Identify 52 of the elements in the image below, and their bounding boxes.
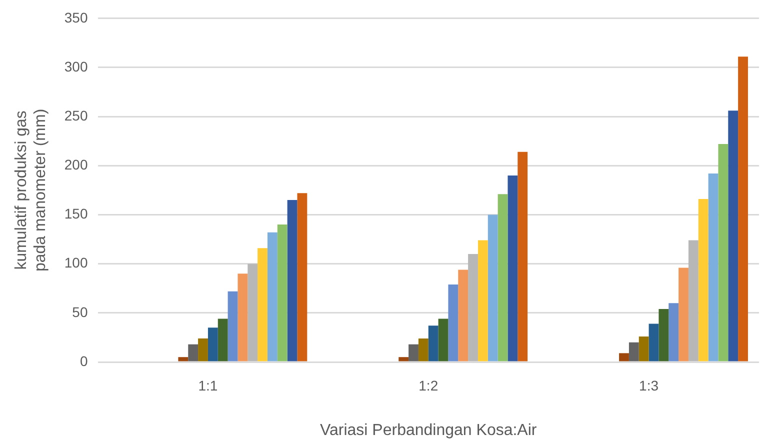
bar — [408, 344, 418, 362]
bar — [448, 284, 458, 362]
bar — [488, 214, 498, 362]
bar — [718, 144, 728, 362]
bar — [658, 308, 669, 362]
bar — [508, 175, 518, 362]
bar — [619, 353, 629, 362]
x-axis-title: Variasi Perbandingan Kosa:Air — [320, 422, 538, 439]
bar — [188, 344, 198, 362]
bar — [698, 199, 708, 362]
x-tick-label: 1:2 — [418, 377, 438, 394]
y-tick-label: 200 — [64, 156, 88, 173]
bar — [178, 357, 188, 362]
x-tick-label: 1:3 — [639, 377, 659, 394]
bar — [728, 110, 738, 362]
y-tick-label: 0 — [80, 352, 88, 369]
bar — [198, 338, 208, 362]
y-tick-label: 150 — [64, 206, 88, 222]
y-tick-label: 50 — [72, 304, 88, 320]
y-tick-label: 350 — [64, 9, 88, 26]
y-axis-title: kumulatif produksi gas pada manometer (mm) — [13, 108, 50, 272]
bar — [218, 318, 228, 362]
bar — [638, 336, 649, 362]
bar — [468, 254, 478, 362]
bar — [628, 342, 639, 362]
bar — [277, 224, 288, 362]
bar — [258, 248, 268, 362]
bar — [297, 193, 308, 362]
bar — [668, 303, 679, 362]
bar — [678, 268, 688, 362]
bar — [648, 324, 659, 362]
bar — [688, 240, 698, 362]
bar — [418, 338, 428, 362]
bar — [287, 200, 298, 362]
bar — [738, 56, 748, 362]
y-tick-label: 100 — [64, 254, 88, 271]
y-tick-label: 300 — [64, 58, 88, 74]
bar — [708, 174, 718, 362]
bar — [228, 291, 238, 362]
bar — [248, 264, 258, 362]
bar — [478, 240, 488, 362]
y-tick-label: 250 — [64, 107, 88, 124]
bar — [238, 274, 248, 362]
bar — [518, 152, 528, 362]
bar — [398, 357, 409, 362]
x-tick-label: 1:1 — [198, 377, 218, 394]
bar — [438, 318, 448, 362]
bar — [498, 194, 508, 362]
bar — [458, 270, 468, 362]
bar — [428, 326, 438, 362]
bar — [267, 232, 278, 362]
bar — [208, 328, 218, 362]
